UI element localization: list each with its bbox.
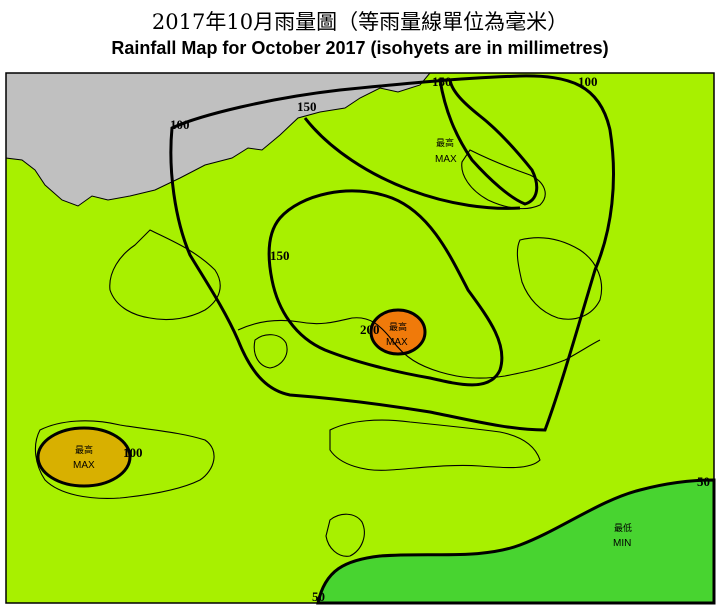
isohyet-label-100-lantau: 100 xyxy=(123,445,143,460)
isohyet-100-zone xyxy=(169,74,615,432)
isohyet-label-50-east: 50 xyxy=(697,474,710,489)
coastline-hk-island xyxy=(329,419,541,471)
isohyet-label-50-south: 50 xyxy=(312,589,325,604)
isohyet-label-150-west: 150 xyxy=(270,248,290,263)
max-marker-center-en: MAX xyxy=(386,337,408,348)
isohyet-150-arc xyxy=(303,117,521,210)
outside-territory-area xyxy=(5,72,432,207)
coastline-sai-kung xyxy=(516,237,603,320)
min-marker-se-en: MIN xyxy=(613,538,631,549)
max-marker-center-zh: 最高 xyxy=(389,321,407,333)
map-frame xyxy=(5,72,715,604)
max-marker-lantau-zh: 最高 xyxy=(75,444,93,456)
coastline-tsing-yi xyxy=(253,334,288,369)
isohyet-50-zone xyxy=(316,478,716,605)
coastlines xyxy=(34,149,603,557)
isohyet-label-200: 200 xyxy=(360,322,380,337)
map-title-english: Rainfall Map for October 2017 (isohyets … xyxy=(111,38,609,58)
isohyet-150-central xyxy=(267,189,504,387)
coastline-kowloon xyxy=(237,317,601,379)
isohyet-label-150-ne: 150 xyxy=(432,74,452,89)
coastline-tolo xyxy=(461,149,546,210)
isohyet-200-zone xyxy=(369,308,427,356)
isohyet-label-100-west: 100 xyxy=(170,117,190,132)
coastline-lamma xyxy=(325,513,365,557)
max-marker-lantau-en: MAX xyxy=(73,460,95,471)
coastline-lantau xyxy=(34,420,215,499)
isohyet-label-100-ne: 100 xyxy=(578,74,598,89)
min-marker-se-zh: 最低 xyxy=(614,522,632,534)
isohyet-label-150-north: 150 xyxy=(297,99,317,114)
map-title-chinese: 2017年10月雨量圖（等雨量線單位為毫米） xyxy=(151,10,569,34)
coastline-tuen-mun xyxy=(109,229,221,321)
max-marker-ne-zh: 最高 xyxy=(436,137,454,149)
isohyet-150-northeast xyxy=(438,78,539,206)
isohyet-100-lantau xyxy=(36,426,132,488)
max-marker-ne-en: MAX xyxy=(435,154,457,165)
